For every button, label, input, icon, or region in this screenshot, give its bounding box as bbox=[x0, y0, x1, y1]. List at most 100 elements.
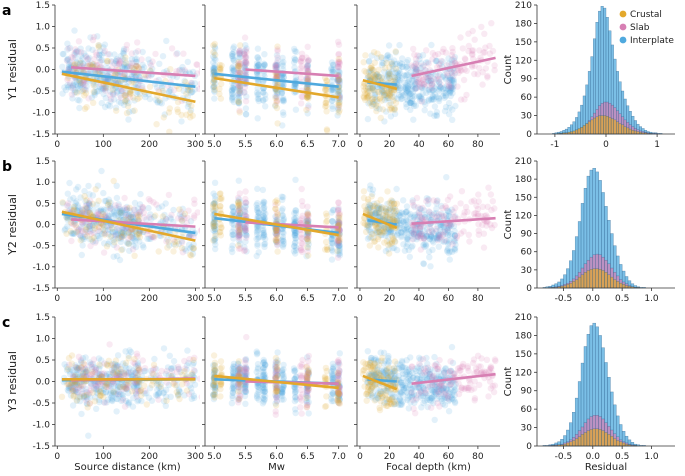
point-slab bbox=[117, 94, 125, 101]
point-interplate bbox=[303, 218, 310, 225]
point-interplate bbox=[255, 223, 262, 230]
point-interplate bbox=[406, 94, 414, 102]
point-crustal bbox=[210, 48, 217, 56]
point-crustal bbox=[381, 223, 388, 231]
point-interplate bbox=[335, 220, 343, 228]
point-crustal bbox=[379, 212, 387, 219]
point-crustal bbox=[272, 205, 279, 213]
point-slab bbox=[304, 211, 311, 218]
point-interplate bbox=[328, 246, 336, 254]
y-tick-label: 0.5 bbox=[36, 44, 50, 54]
point-interplate bbox=[134, 234, 141, 242]
point-interplate bbox=[334, 77, 341, 84]
point-crustal bbox=[360, 93, 367, 100]
point-crustal bbox=[154, 380, 161, 387]
point-interplate bbox=[178, 214, 185, 221]
point-interplate bbox=[254, 391, 261, 398]
point-interplate bbox=[74, 394, 81, 401]
point-interplate bbox=[109, 360, 117, 368]
point-interplate bbox=[119, 206, 126, 213]
point-crustal bbox=[103, 243, 111, 250]
point-interplate bbox=[228, 87, 235, 94]
point-interplate bbox=[117, 99, 125, 107]
point-interplate bbox=[170, 241, 178, 248]
point-interplate bbox=[417, 226, 424, 233]
point-interplate bbox=[280, 58, 287, 66]
point-slab bbox=[135, 65, 143, 72]
point-interplate bbox=[416, 230, 424, 238]
point-crustal bbox=[83, 223, 91, 231]
point-slab bbox=[123, 212, 130, 219]
point-slab bbox=[304, 234, 312, 241]
point-interplate bbox=[387, 91, 394, 98]
point-interplate bbox=[129, 232, 136, 239]
point-crustal bbox=[117, 209, 124, 216]
point-interplate bbox=[255, 62, 262, 69]
point-slab bbox=[484, 72, 491, 80]
point-interplate bbox=[376, 214, 383, 221]
point-slab bbox=[428, 77, 435, 84]
point-interplate bbox=[292, 228, 299, 235]
point-interplate bbox=[84, 204, 91, 211]
point-interplate bbox=[141, 368, 148, 375]
point-interplate bbox=[177, 368, 184, 376]
point-interplate bbox=[122, 348, 129, 355]
point-slab bbox=[235, 245, 243, 252]
point-crustal bbox=[370, 95, 377, 102]
point-interplate bbox=[366, 201, 373, 208]
point-crustal bbox=[386, 71, 393, 78]
point-slab bbox=[434, 63, 441, 71]
point-interplate bbox=[274, 89, 281, 96]
point-slab bbox=[449, 69, 456, 77]
point-interplate bbox=[406, 253, 413, 261]
point-slab bbox=[297, 217, 304, 224]
point-interplate bbox=[121, 56, 128, 64]
point-slab bbox=[101, 399, 109, 406]
point-interplate bbox=[254, 85, 261, 92]
point-interplate bbox=[290, 83, 298, 90]
point-crustal bbox=[117, 365, 124, 373]
point-interplate bbox=[330, 61, 337, 69]
point-crustal bbox=[388, 197, 395, 204]
point-interplate bbox=[261, 388, 269, 395]
point-slab bbox=[126, 226, 134, 233]
point-interplate bbox=[368, 229, 375, 236]
point-interplate bbox=[261, 385, 268, 392]
point-interplate bbox=[142, 93, 149, 101]
point-interplate bbox=[242, 355, 250, 363]
point-interplate bbox=[114, 252, 121, 260]
point-interplate bbox=[303, 373, 311, 380]
y-tick-label: -0.5 bbox=[32, 399, 50, 409]
point-slab bbox=[471, 70, 478, 78]
point-interplate bbox=[242, 387, 249, 395]
point-interplate bbox=[292, 56, 299, 63]
point-interplate bbox=[132, 237, 139, 245]
point-slab bbox=[114, 390, 122, 398]
point-interplate bbox=[97, 57, 105, 64]
bar-crustal bbox=[600, 115, 604, 135]
point-interplate bbox=[108, 205, 115, 212]
point-interplate bbox=[119, 395, 127, 402]
point-interplate bbox=[391, 94, 398, 101]
point-interplate bbox=[102, 213, 110, 220]
point-interplate bbox=[335, 214, 342, 221]
point-interplate bbox=[371, 227, 379, 234]
point-crustal bbox=[360, 94, 368, 101]
point-slab bbox=[274, 239, 281, 246]
point-interplate bbox=[255, 61, 262, 69]
point-crustal bbox=[368, 193, 375, 200]
point-interplate bbox=[434, 213, 441, 220]
point-interplate bbox=[278, 74, 286, 81]
point-slab bbox=[132, 369, 139, 376]
point-slab bbox=[299, 248, 306, 256]
point-interplate bbox=[373, 205, 381, 212]
point-crustal bbox=[77, 79, 84, 86]
point-slab bbox=[458, 188, 466, 195]
point-crustal bbox=[102, 383, 110, 390]
point-crustal bbox=[111, 364, 118, 371]
point-interplate bbox=[76, 104, 83, 112]
x-tick-label: 100 bbox=[95, 452, 112, 462]
point-interplate bbox=[442, 103, 450, 111]
point-slab bbox=[439, 204, 446, 212]
point-interplate bbox=[123, 206, 130, 214]
